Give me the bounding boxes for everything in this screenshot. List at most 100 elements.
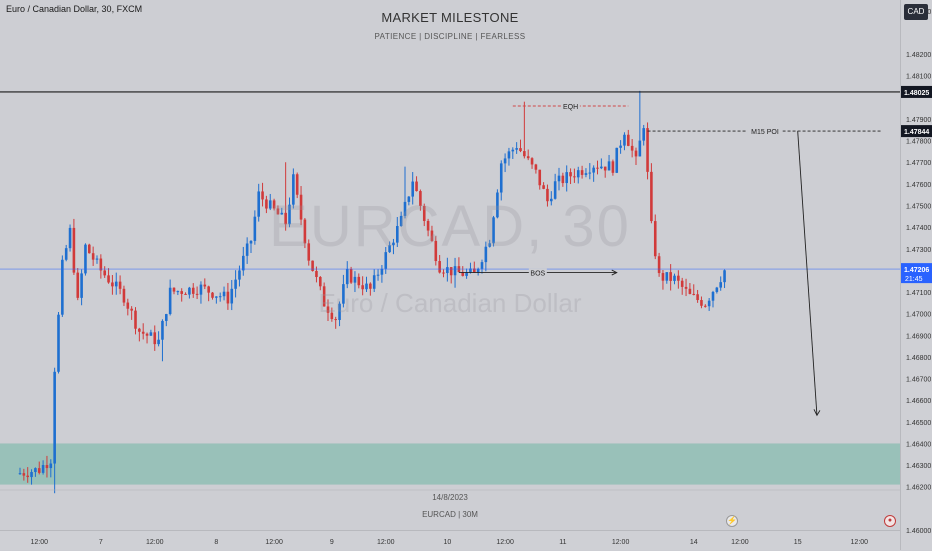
candle-body: [484, 246, 488, 263]
candle-body: [37, 468, 41, 473]
candle-body: [538, 169, 542, 186]
price-tick-label: 1.46000: [906, 528, 931, 535]
time-tick-label: 12:00: [851, 539, 869, 546]
bos-arrowhead: [611, 269, 618, 276]
candle-body: [138, 328, 141, 332]
candle-body: [646, 128, 649, 172]
candle-body: [380, 268, 384, 275]
candle-body: [607, 161, 611, 171]
candle-body: [723, 270, 726, 283]
candle-body: [669, 272, 672, 281]
candle-body: [488, 243, 491, 247]
candle-body: [230, 288, 234, 304]
candle-body: [530, 158, 534, 165]
candle-body: [64, 248, 68, 260]
candle-body: [526, 156, 530, 159]
plot-area[interactable]: EQH BOS M15 POI EURCAD, 30 Euro / Canadian…: [0, 0, 900, 530]
candle-body: [292, 174, 295, 205]
candle-body: [180, 291, 183, 294]
level-price-tag: [901, 125, 932, 138]
candle-body: [580, 170, 584, 175]
candle-body: [557, 175, 561, 182]
price-tick-label: 1.48200: [906, 52, 931, 59]
candle-body: [677, 275, 680, 281]
price-tick-label: 1.46600: [906, 398, 931, 405]
candle-body: [172, 287, 176, 292]
price-tick-label: 1.46500: [906, 420, 931, 427]
candle-body: [165, 314, 168, 321]
candle-body: [700, 300, 703, 306]
candle-body: [657, 256, 661, 274]
candle-body: [465, 272, 468, 276]
candle-body: [49, 463, 53, 469]
candle-body: [342, 284, 345, 304]
projection-arrow: [797, 131, 818, 416]
candle-body: [623, 134, 626, 146]
candle-body: [665, 272, 669, 281]
candle-body: [473, 268, 476, 273]
watermark-symbol: EURCAD, 30: [269, 194, 631, 259]
candle-body: [499, 163, 503, 193]
candle-body: [322, 286, 326, 307]
candle-body: [161, 320, 164, 340]
candle-body: [426, 220, 430, 231]
price-tick-label: 1.47400: [906, 225, 931, 232]
candle-body: [407, 196, 411, 202]
candle-body: [76, 272, 80, 298]
time-axis[interactable]: 12:00 7 12:00 8 12:00 9 12:00 10 12:00 11 12:00 14 1…: [0, 530, 900, 550]
candle-body: [707, 300, 711, 307]
candle-body: [215, 296, 218, 298]
candle-body: [249, 240, 253, 244]
candle-body: [149, 332, 153, 336]
candle-body: [511, 149, 515, 152]
currency-badge: CAD: [904, 4, 928, 20]
candle-body: [688, 288, 692, 294]
level-price-label: 1.47844: [904, 129, 929, 136]
candle-body: [222, 291, 226, 297]
candle-body: [176, 291, 180, 293]
date-label: 14/8/2023: [432, 493, 468, 502]
candle-body: [315, 270, 318, 278]
lightning-icon[interactable]: ⚡: [726, 515, 738, 527]
price-tick-label: 1.46300: [906, 463, 931, 470]
candle-body: [476, 268, 480, 273]
candle-body: [692, 293, 696, 295]
candle-body: [88, 244, 91, 254]
candle-body: [711, 291, 715, 301]
price-tick-label: 1.47700: [906, 160, 931, 167]
candle-body: [588, 172, 592, 174]
candle-body: [603, 166, 607, 171]
candle-body: [376, 274, 380, 276]
time-tick-label: 12:00: [377, 539, 395, 546]
candle-body: [422, 205, 426, 221]
candle-body: [503, 158, 507, 164]
time-tick-label: 12:00: [496, 539, 514, 546]
candle-body: [261, 191, 264, 200]
candle-body: [384, 252, 388, 269]
candle-body: [650, 171, 653, 222]
price-axis[interactable]: 1.484001.482001.481001.479001.478001.477…: [900, 0, 932, 550]
candle-body: [280, 212, 284, 215]
candle-body: [569, 172, 572, 177]
bos-label-bg: [528, 268, 547, 277]
candle-body: [114, 281, 118, 287]
footer-label: EURCAD | 30M: [422, 510, 478, 519]
projection-arrowhead: [813, 409, 821, 417]
candle-body: [95, 258, 99, 260]
candle-body: [388, 245, 391, 253]
candle-body: [600, 166, 603, 169]
price-tick-label: 1.46800: [906, 355, 931, 362]
candle-body: [141, 331, 145, 334]
candle-body: [134, 310, 137, 329]
price-tick-label: 1.46700: [906, 377, 931, 384]
eqh-label: EQH: [563, 104, 578, 111]
candle-body: [72, 227, 76, 273]
price-tick-label: 1.47800: [906, 139, 931, 146]
candle-body: [311, 260, 314, 271]
alert-icon[interactable]: ●: [884, 515, 896, 527]
candle-body: [299, 194, 303, 220]
candle-body: [519, 148, 522, 152]
candle-body: [61, 259, 64, 315]
candle-body: [565, 172, 568, 184]
candle-body: [330, 312, 334, 320]
